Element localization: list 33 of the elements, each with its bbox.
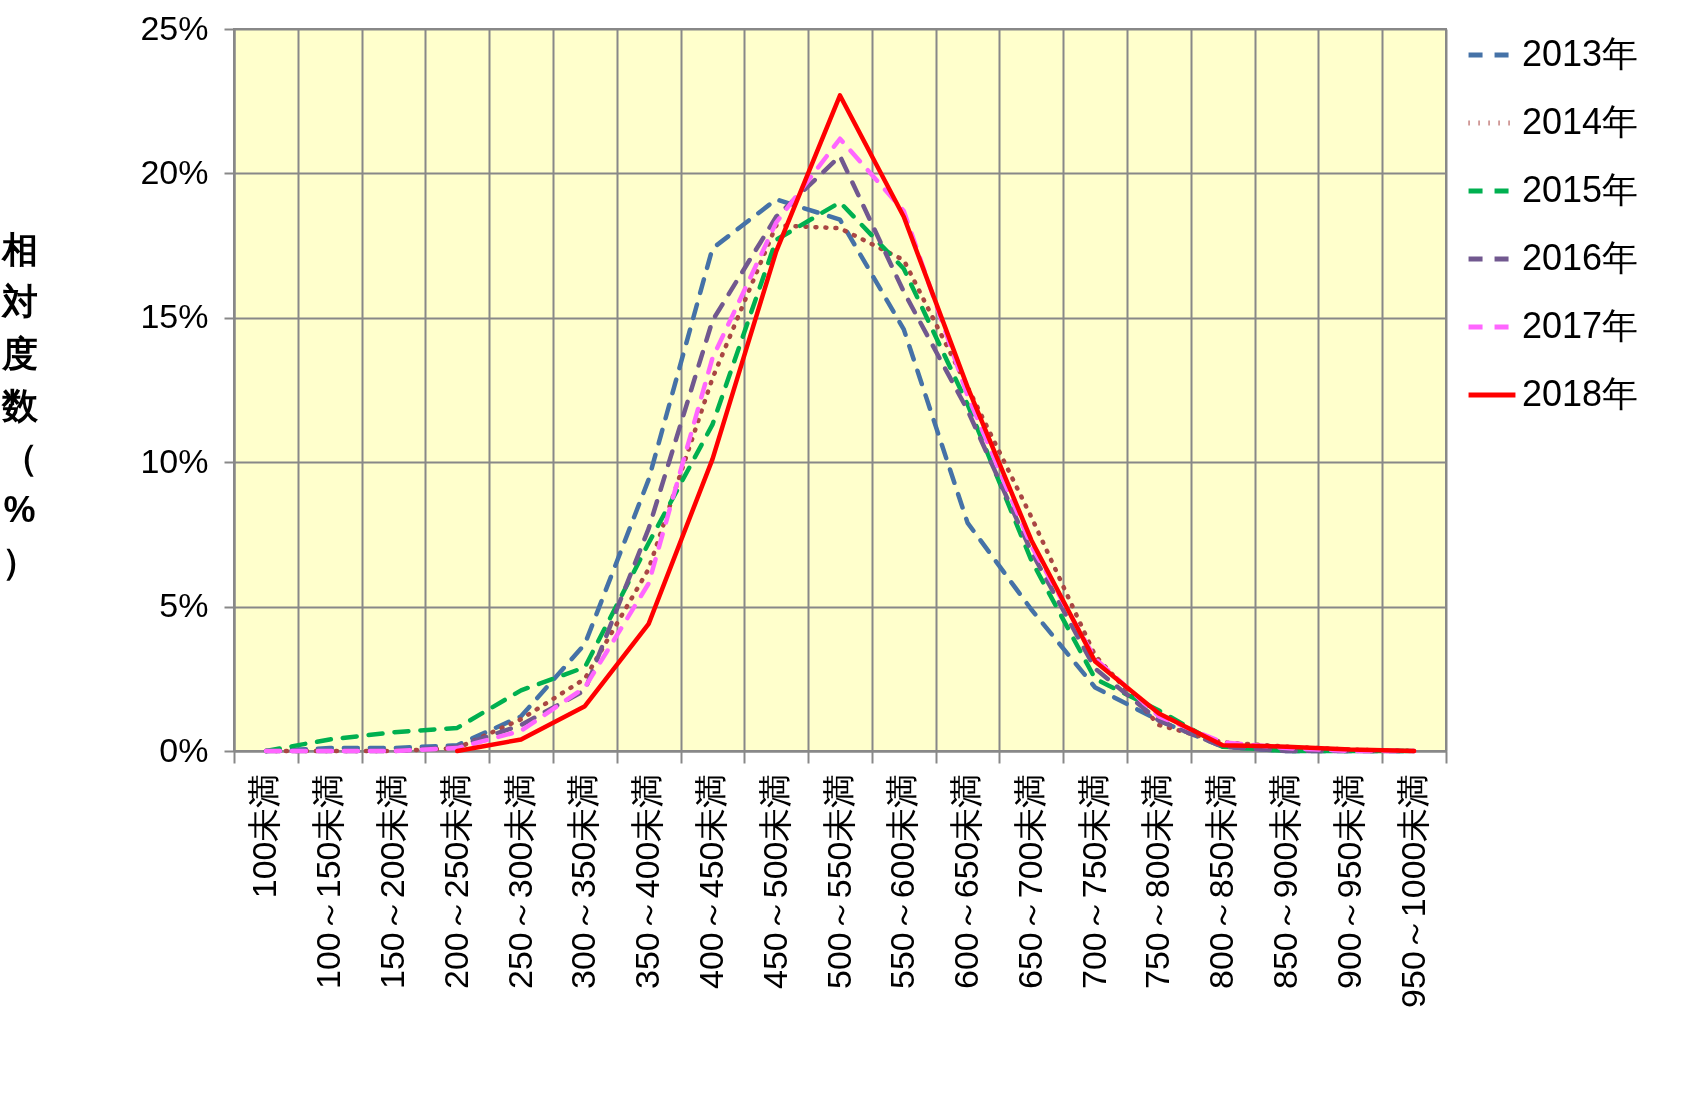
x-tick-label: 850～900未満 — [1266, 773, 1305, 989]
x-tick-label: 450～500未満 — [755, 773, 794, 989]
y-tick-label: 15% — [140, 297, 209, 336]
x-tick-label: 700～750未満 — [1074, 773, 1113, 989]
x-tick-label: 150～200未満 — [372, 773, 411, 989]
x-tick-label: 950～1000未満 — [1393, 773, 1432, 1008]
legend-label: 2018年 — [1522, 373, 1639, 414]
x-tick-label: 250～300未満 — [500, 773, 539, 989]
y-tick-label: 20% — [140, 152, 209, 191]
x-tick-label: 500～550未満 — [819, 773, 858, 989]
x-tick-label: 800～850未満 — [1202, 773, 1241, 989]
legend-label: 2015年 — [1522, 169, 1639, 210]
y-tick-label: 10% — [140, 441, 209, 480]
x-tick-label: 400～450未満 — [691, 773, 730, 989]
x-tick-label: 900～950未満 — [1329, 773, 1368, 989]
x-tick-label: 350～400未満 — [628, 773, 667, 989]
legend-label: 2014年 — [1522, 101, 1639, 142]
x-tick-label: 100未満 — [245, 773, 284, 899]
y-tick-label: 0% — [159, 730, 209, 769]
legend-label: 2017年 — [1522, 305, 1639, 346]
x-tick-label: 550～600未満 — [883, 773, 922, 989]
x-tick-label: 650～700未満 — [1010, 773, 1049, 989]
line-series — [455, 93, 1417, 754]
x-tick-label: 600～650未満 — [947, 773, 986, 989]
legend-label: 2013年 — [1522, 33, 1639, 74]
legend-label: 2016年 — [1522, 237, 1639, 278]
x-tick-label: 100～150未満 — [309, 773, 348, 989]
y-tick-label: 5% — [159, 586, 209, 625]
x-tick-label: 200～250未満 — [436, 773, 475, 989]
x-tick-label: 750～800未満 — [1138, 773, 1177, 989]
x-tick-label: 300～350未満 — [564, 773, 603, 989]
y-tick-label: 25% — [140, 8, 209, 47]
y-axis-title: 相対度数（%） — [0, 228, 39, 582]
